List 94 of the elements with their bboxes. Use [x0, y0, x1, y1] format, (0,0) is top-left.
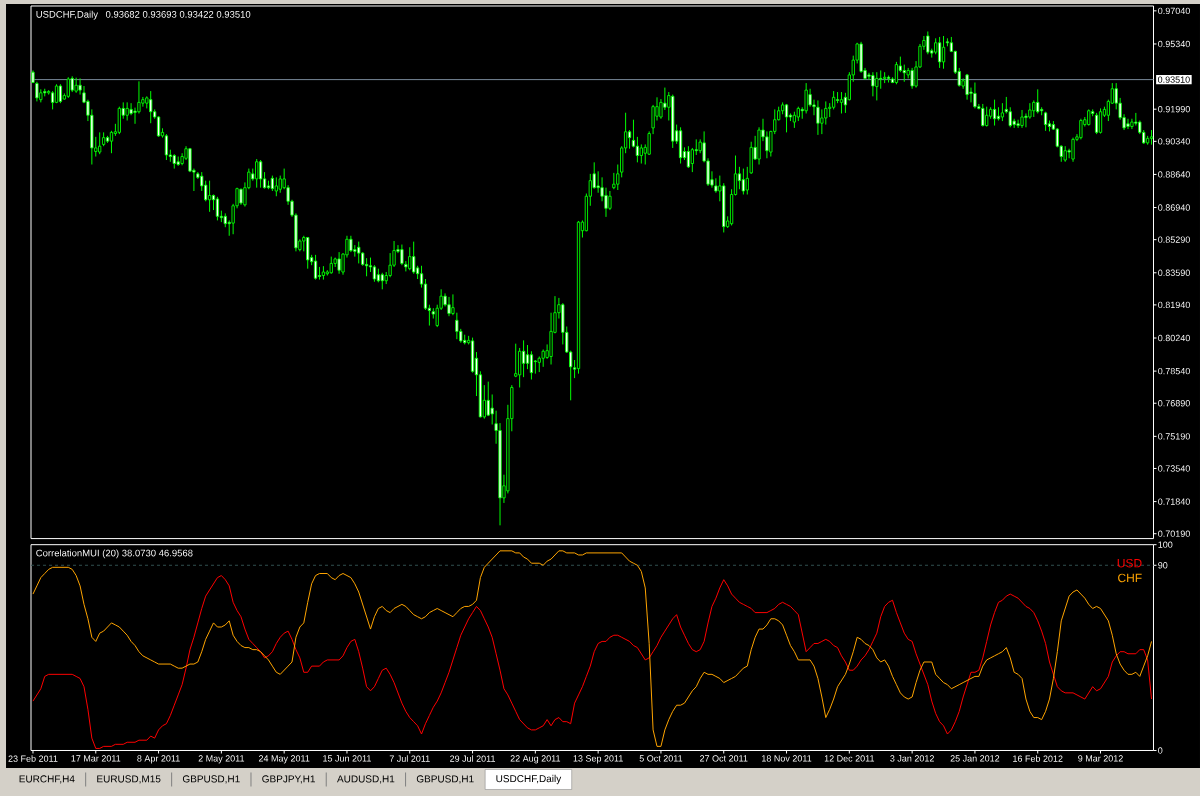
candlestick — [74, 77, 78, 94]
candlestick — [337, 251, 341, 275]
y-tick-label: 90 — [1158, 562, 1168, 569]
y-tick-label: 0.75190 — [1158, 433, 1190, 440]
candlestick — [627, 129, 632, 150]
text: GBPJPY,H1 — [262, 775, 315, 784]
candlestick — [258, 159, 263, 189]
x-tick-label: 16 Feb 2012 — [1013, 755, 1063, 762]
candlestick — [521, 339, 526, 378]
text: AUDUSD,H1 — [337, 775, 395, 784]
y-tick-label: 0 — [1158, 747, 1163, 754]
candlestick — [871, 71, 875, 97]
chart-title: CorrelationMUI (20) 38.0730 46.9568 — [36, 549, 193, 559]
x-tick-label: 22 Aug 2011 — [510, 755, 561, 764]
candlestick — [1036, 88, 1040, 114]
candlestick — [985, 106, 989, 128]
candlestick — [447, 296, 451, 317]
y-tick-label: 0.80240 — [1158, 334, 1190, 342]
candlestick — [879, 69, 883, 90]
y-tick-label: 0.73540 — [1158, 465, 1190, 472]
candlestick — [832, 90, 836, 110]
x-tick-label: 27 Oct 2011 — [700, 755, 748, 762]
candlestick — [973, 82, 977, 109]
candlestick — [910, 67, 914, 90]
y-tick-label: 0.97040 — [1158, 7, 1190, 15]
candlestick — [412, 241, 416, 275]
x-tick-label: 8 Apr 2011 — [137, 755, 180, 764]
candlestick — [816, 99, 820, 136]
candlestick — [690, 147, 694, 173]
candlestick — [486, 381, 490, 417]
x-tick-label: 2 May 2011 — [198, 755, 245, 764]
x-tick-label: 3 Jan 2012 — [890, 755, 934, 762]
text: EURCHF,H4 — [19, 775, 75, 784]
candlestick — [981, 103, 985, 128]
y-tick-label: 0.83590 — [1158, 269, 1190, 276]
candlestick — [255, 158, 259, 189]
y-tick-label: 0.88640 — [1158, 171, 1190, 178]
candlestick — [1094, 112, 1099, 135]
ref-line-label: 0.93510 — [1157, 76, 1190, 83]
candlestick — [1071, 137, 1075, 163]
text: USD — [1117, 558, 1142, 568]
text: EURUSD,M15 — [97, 775, 161, 784]
y-tick-label: 0.91990 — [1158, 106, 1190, 113]
y-tick-label: 0.81940 — [1158, 301, 1190, 309]
candlestick — [306, 236, 310, 270]
x-tick-label: 9 Mar 2012 — [1078, 755, 1123, 762]
chart-subtitle: 0.93682 0.93693 0.93422 0.93510 — [105, 11, 251, 18]
candlestick — [66, 76, 70, 99]
text: CHF — [1118, 573, 1142, 583]
candlestick — [357, 241, 361, 264]
candlestick — [204, 180, 208, 202]
x-tick-label: 23 Feb 2011 — [8, 755, 58, 762]
x-tick-label: 29 Jul 2011 — [450, 755, 496, 762]
candlestick — [965, 73, 969, 101]
candlestick — [926, 31, 930, 55]
x-tick-label: 13 Sep 2011 — [573, 755, 623, 764]
y-tick-label: 0.76890 — [1158, 400, 1190, 407]
candlestick — [98, 131, 102, 155]
candlestick — [608, 190, 612, 211]
y-tick-label: 0.78540 — [1158, 367, 1190, 375]
y-tick-label: 0.70190 — [1158, 530, 1190, 537]
text: GBPUSD,H1 — [182, 775, 240, 784]
y-tick-label: 0.85290 — [1158, 236, 1190, 243]
chart-title: USDCHF,Daily — [36, 10, 98, 20]
x-tick-label: 17 Mar 2011 — [71, 755, 121, 762]
candlestick — [125, 101, 129, 121]
text: USDCHF,Daily — [496, 774, 562, 785]
y-tick-label: 100 — [1158, 541, 1173, 548]
y-tick-label: 0.71840 — [1158, 498, 1190, 505]
candlestick — [408, 246, 412, 271]
y-tick-label: 0.95340 — [1158, 40, 1190, 48]
candlestick — [639, 143, 643, 165]
candlestick — [1079, 118, 1083, 140]
x-tick-label: 25 Jan 2012 — [950, 755, 1000, 762]
candlestick — [149, 90, 153, 124]
candlestick — [635, 136, 640, 163]
x-tick-label: 7 Jul 2011 — [389, 755, 430, 762]
y-tick-label: 0.86940 — [1158, 204, 1190, 211]
candlestick — [518, 347, 522, 388]
candlestick — [1016, 119, 1020, 129]
x-tick-label: 24 May 2011 — [258, 755, 310, 764]
x-tick-label: 12 Dec 2011 — [824, 755, 875, 762]
x-tick-label: 5 Oct 2011 — [639, 755, 683, 762]
candlestick — [274, 176, 278, 197]
y-tick-label: 0.90340 — [1158, 138, 1190, 145]
candlestick — [1126, 118, 1130, 130]
candlestick — [525, 344, 530, 370]
candlestick — [741, 168, 745, 195]
candlestick — [1024, 112, 1028, 128]
text: GBPUSD,H1 — [416, 775, 474, 784]
x-tick-label: 18 Nov 2011 — [762, 755, 812, 762]
candlestick — [875, 71, 879, 101]
candlestick — [117, 106, 121, 135]
x-tick-label: 15 Jun 2011 — [323, 755, 371, 762]
